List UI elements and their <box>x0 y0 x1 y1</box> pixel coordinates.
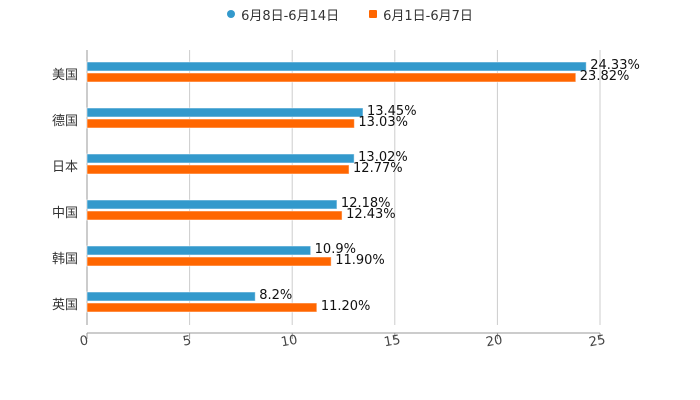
x-tick-label: 5 <box>181 333 193 350</box>
bar-value-label: 11.90% <box>335 253 385 268</box>
chart-legend: 6月8日-6月14日 6月1日-6月7日 <box>0 4 700 24</box>
x-tick-label: 20 <box>485 332 505 351</box>
bar-value-label: 13.45% <box>366 104 417 119</box>
bar[interactable] <box>86 210 343 221</box>
bar-value-label: 11.20% <box>320 299 371 314</box>
x-tick-label: 25 <box>587 332 607 351</box>
x-tick-label: 10 <box>280 332 299 351</box>
bar-value-label: 8.2% <box>259 288 293 303</box>
bar[interactable] <box>86 302 318 313</box>
bar[interactable] <box>86 118 355 129</box>
bar[interactable] <box>86 61 587 72</box>
bar[interactable] <box>86 164 350 175</box>
category-label: 韩国 <box>51 252 78 267</box>
category-label: 英国 <box>51 298 78 313</box>
bar[interactable] <box>86 107 364 118</box>
bar-value-label: 12.18% <box>340 196 391 211</box>
bar-value-label: 24.33% <box>590 58 640 73</box>
bar[interactable] <box>86 245 312 256</box>
bar-value-label: 12.43% <box>346 207 396 222</box>
legend-label: 6月1日-6月7日 <box>383 8 473 24</box>
category-label: 中国 <box>51 206 78 221</box>
bar-value-label: 23.82% <box>579 69 630 84</box>
legend-item-series-1[interactable]: 6月8日-6月14日 <box>227 4 339 24</box>
bar[interactable] <box>86 199 338 210</box>
category-label: 日本 <box>51 160 78 175</box>
bar[interactable] <box>86 256 332 267</box>
bar-value-label: 12.77% <box>353 161 403 176</box>
bar-value-label: 13.03% <box>358 115 408 130</box>
category-label: 美国 <box>51 68 78 83</box>
bar[interactable] <box>86 291 256 302</box>
legend-item-series-2[interactable]: 6月1日-6月7日 <box>369 4 473 24</box>
bar-value-label: 13.02% <box>358 150 408 165</box>
legend-square-icon <box>369 10 378 18</box>
bar[interactable] <box>86 72 577 83</box>
legend-circle-icon <box>227 10 236 18</box>
legend-label: 6月8日-6月14日 <box>241 8 340 24</box>
x-tick-label: 15 <box>382 332 402 351</box>
bar-value-label: 10.9% <box>314 242 356 257</box>
bar[interactable] <box>86 153 355 164</box>
category-label: 德国 <box>51 114 78 129</box>
